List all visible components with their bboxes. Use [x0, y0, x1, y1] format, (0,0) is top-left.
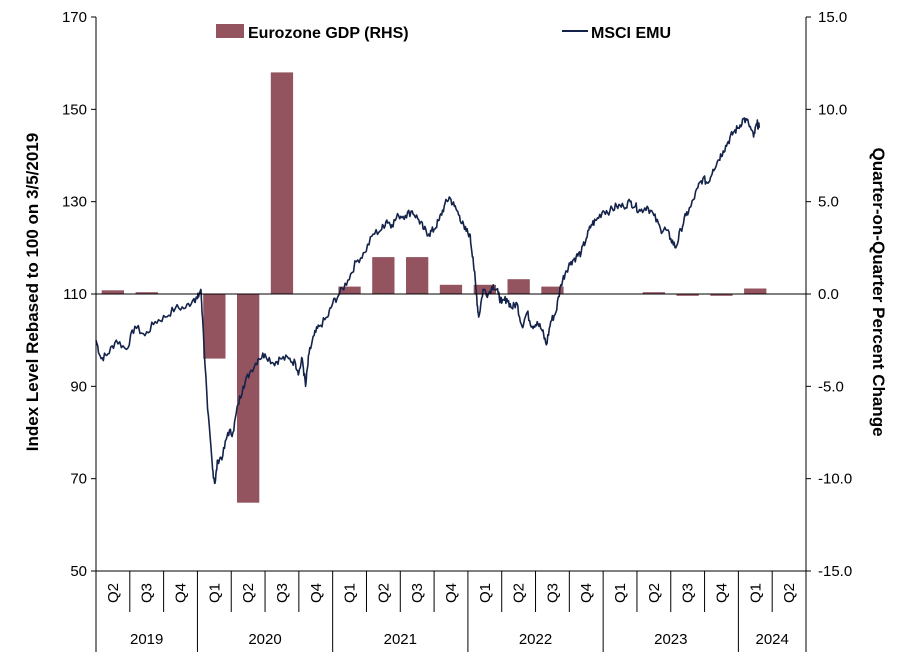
legend-line-label: MSCI EMU [591, 25, 671, 42]
year-label: 2019 [130, 631, 163, 648]
quarter-label: Q2 [646, 583, 663, 603]
right-tick-label: 10.0 [818, 101, 847, 118]
year-label: 2022 [519, 631, 552, 648]
quarter-label: Q3 [274, 583, 291, 603]
right-tick-label: 0.0 [818, 286, 839, 303]
gdp-bar [406, 257, 429, 294]
year-label: 2024 [756, 631, 789, 648]
right-axis-title: Quarter-on-Quarter Percent Change [869, 147, 888, 436]
left-tick-label: 110 [63, 286, 87, 303]
gdp-bar [372, 257, 395, 294]
gdp-bar [270, 72, 294, 295]
left-axis-title: Index Level Rebased to 100 on 3/5/2019 [23, 133, 42, 451]
quarter-label: Q1 [477, 583, 494, 603]
year-label: 2023 [654, 631, 687, 648]
legend-bar-swatch [216, 24, 244, 38]
left-tick-label: 90 [70, 378, 87, 395]
gdp-bar [237, 294, 260, 503]
left-tick-label: 150 [62, 101, 87, 118]
gdp-bar [744, 288, 767, 294]
right-tick-label: -15.0 [818, 563, 852, 580]
axes: 50 70 90 110 130 150 170 -15.0 -10.0 -5.0 0.0 5.0 10… [62, 9, 852, 652]
gdp-bar [101, 290, 124, 294]
quarter-label: Q1 [206, 583, 223, 603]
quarter-label: Q2 [240, 583, 257, 603]
quarter-label: Q1 [612, 583, 629, 603]
msci-line [95, 117, 761, 485]
quarter-label: Q4 [578, 583, 595, 603]
quarter-label: Q2 [375, 583, 392, 603]
quarter-label: Q2 [781, 583, 798, 603]
quarter-label: Q1 [342, 583, 359, 603]
right-tick-label: -10.0 [818, 471, 852, 488]
left-tick-label: 70 [70, 471, 87, 488]
left-tick-label: 50 [70, 563, 87, 580]
year-label: 2020 [248, 631, 281, 648]
gdp-bar [676, 294, 699, 296]
quarter-label: Q4 [308, 583, 325, 603]
year-label: 2021 [384, 631, 417, 648]
right-tick-label: 5.0 [818, 194, 839, 211]
quarter-label: Q4 [173, 583, 190, 603]
right-tick-label: -5.0 [818, 378, 844, 395]
gdp-bar [710, 294, 733, 296]
gdp-bar [439, 284, 463, 294]
gdp-bar [642, 292, 665, 294]
gdp-bar [338, 286, 361, 294]
left-tick-label: 170 [62, 9, 87, 26]
quarter-label: Q4 [443, 583, 460, 603]
gdp-bar [541, 286, 564, 294]
quarter-label: Q4 [714, 583, 731, 603]
msci-emu-line [95, 117, 761, 485]
gdp-bar [203, 294, 226, 359]
quarter-label: Q3 [139, 583, 156, 603]
left-tick-label: 130 [62, 194, 87, 211]
quarter-label: Q3 [544, 583, 561, 603]
quarter-label: Q1 [747, 583, 764, 603]
quarter-label: Q2 [511, 583, 528, 603]
quarter-label: Q3 [409, 583, 426, 603]
quarter-label: Q2 [105, 583, 122, 603]
legend: Eurozone GDP (RHS) MSCI EMU [216, 24, 671, 42]
right-tick-label: 15.0 [818, 9, 847, 26]
quarter-label: Q3 [680, 583, 697, 603]
gdp-bar [507, 279, 530, 294]
gdp-bars [101, 72, 767, 503]
gdp-bar [135, 292, 158, 294]
legend-bar-label: Eurozone GDP (RHS) [248, 25, 409, 42]
